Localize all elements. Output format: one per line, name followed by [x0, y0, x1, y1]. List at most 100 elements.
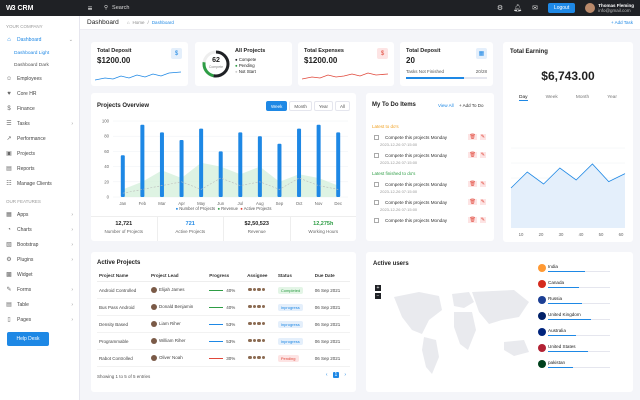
sidebar-item-plugins[interactable]: ⚙ Plugins › [0, 252, 79, 267]
sidebar-item-performance[interactable]: ↗ Performance [0, 131, 79, 146]
sidebar-item-apps[interactable]: ▦ Apps › [0, 207, 79, 222]
lead-name: Oliver Noah [158, 355, 183, 361]
country-bar [548, 302, 610, 305]
assignee-cell [245, 332, 276, 350]
x-tick-label: Sep [276, 201, 284, 206]
search-box[interactable]: ⚲ Search [104, 5, 129, 11]
project-name: Bus Pass Android [97, 298, 149, 316]
home-icon: ⌂ [7, 36, 11, 43]
prev-page-icon[interactable]: ‹ [325, 372, 328, 378]
sidebar-item-bootstrap[interactable]: ▧ Bootstrap › [0, 237, 79, 252]
sidebar-item-core-hr[interactable]: ♥ Core HR [0, 86, 79, 101]
tab-day[interactable]: Day [519, 95, 528, 101]
add-todo-button[interactable]: + Add To Do [459, 103, 484, 108]
sidebar-item-label: Table [17, 301, 29, 308]
tab-month[interactable]: Month [575, 95, 590, 100]
todo-item[interactable]: Compete this projects Monday 🗑︎ ✎ [366, 150, 494, 160]
breadcrumb-home[interactable]: Home [132, 20, 145, 25]
delete-icon[interactable]: 🗑︎ [468, 217, 477, 223]
avatar [260, 286, 267, 293]
table-row[interactable]: Density Based Liam Riher 53% Inprogress 06 S… [97, 315, 350, 333]
table-row[interactable]: Programmable William Riher 53% Inprogress 06… [97, 332, 350, 350]
todo-item[interactable]: Compete this projects Monday 🗑︎ ✎ [366, 215, 494, 225]
country-row: India [526, 260, 633, 276]
sidebar-item-tasks[interactable]: ☰ Tasks › [0, 116, 79, 131]
sidebar-item-charts[interactable]: ◔ Charts › [0, 222, 79, 237]
delete-icon[interactable]: 🗑︎ [468, 181, 477, 187]
flag-icon [538, 328, 546, 336]
settings-icon[interactable]: ⚙ [496, 5, 504, 12]
card-value: 20 [406, 56, 415, 65]
bar-apr [179, 140, 184, 197]
checkbox[interactable] [374, 134, 379, 140]
project-lead: Oliver Noah [148, 349, 208, 367]
todo-item[interactable]: Compete this projects Monday 🗑︎ ✎ [366, 197, 494, 207]
table-row[interactable]: Bus Pass Android Donald Benjamin 40% Inprog… [97, 298, 350, 316]
country-row: Australia [526, 324, 633, 340]
sidebar-item-finance[interactable]: $ Finance [0, 101, 79, 116]
sidebar-item-projects[interactable]: ▣ Projects [0, 146, 79, 161]
zoom-out-button[interactable]: − [375, 293, 381, 299]
delete-icon[interactable]: 🗑︎ [468, 134, 477, 140]
delete-icon[interactable]: 🗑︎ [468, 199, 477, 205]
checkbox[interactable] [374, 199, 379, 205]
nav-icon: ▤ [6, 166, 12, 172]
table-row[interactable]: Android Controlled Elijah James 40% Complet… [97, 281, 350, 299]
edit-icon[interactable]: ✎ [479, 181, 486, 187]
notification-icon[interactable]: 🔔︎ [513, 5, 523, 12]
x-tick-label: 40 [579, 232, 584, 237]
tab-week[interactable]: Week [545, 95, 558, 100]
edit-icon[interactable]: ✎ [479, 152, 486, 158]
edit-icon[interactable]: ✎ [479, 199, 486, 205]
page-number[interactable]: 1 [332, 372, 340, 378]
progress-value: 53% [226, 338, 236, 344]
bar-mar [159, 132, 164, 197]
progress-bar [209, 306, 224, 309]
help-desk-button[interactable]: Help Desk [7, 332, 49, 346]
tab-month[interactable]: Month [289, 101, 312, 111]
summary-label: Number of Projects [104, 229, 143, 234]
sidebar-item-reports[interactable]: ▤ Reports [0, 161, 79, 176]
logout-button[interactable]: Logout [547, 3, 576, 13]
sidebar-item-employees[interactable]: ☺ Employees [0, 71, 79, 86]
add-task-button[interactable]: + Add Task [610, 20, 633, 25]
sidebar-item-table[interactable]: ▤ Table › [0, 297, 79, 312]
checkbox[interactable] [374, 181, 379, 187]
tab-year[interactable]: Year [313, 101, 333, 111]
checkbox[interactable] [374, 217, 379, 223]
todo-item[interactable]: Compete this projects Monday 🗑︎ ✎ [366, 132, 494, 142]
logo[interactable]: W3 CRM [0, 5, 80, 12]
sidebar-item-widget[interactable]: ▩ Widget [0, 267, 79, 282]
view-all-link[interactable]: View All [438, 103, 454, 108]
sidebar-sub-dashboard-light[interactable]: Dashboard Light [0, 47, 79, 59]
todo-text: Compete this projects Monday [385, 152, 448, 158]
sidebar-item-pages[interactable]: ▯ Pages › [0, 312, 79, 327]
todo-item[interactable]: Compete this projects Monday 🗑︎ ✎ [366, 179, 494, 189]
next-page-icon[interactable]: › [344, 372, 346, 378]
sidebar-item-manage-clients[interactable]: ☷ Manage Clients [0, 176, 79, 191]
user-menu[interactable]: Thomas Fleming info@gmail.com [585, 3, 634, 14]
edit-icon[interactable]: ✎ [479, 134, 486, 140]
feature-icon: ▧ [6, 242, 12, 248]
delete-icon[interactable]: 🗑︎ [468, 152, 477, 158]
checkbox[interactable] [374, 152, 379, 158]
zoom-in-button[interactable]: + [375, 285, 381, 291]
deposit-sparkline [95, 71, 181, 81]
table-row[interactable]: Rabot Controlled Oliver Noah 30% Pending 06 … [97, 349, 350, 367]
bar-jun [218, 151, 223, 197]
sidebar-item-dashboard[interactable]: ⌂ Dashboard ⌄ [0, 32, 79, 47]
status-badge: Pending [277, 354, 299, 362]
total-deposit-card: Total Deposit $1200.00 $ [91, 42, 188, 86]
menu-icon[interactable]: ≡ [87, 3, 93, 13]
dollar-icon: $ [171, 48, 182, 59]
all-projects-card: 62 Compete All Projects ● Compete ● Pend… [195, 42, 292, 86]
flag-icon [538, 344, 546, 352]
home-icon: ⌂ [126, 20, 130, 25]
message-icon[interactable]: ✉ [532, 5, 538, 12]
tab-year[interactable]: Year [607, 95, 617, 100]
sidebar-sub-dashboard-dark[interactable]: Dashboard Dark [0, 59, 79, 71]
sidebar-item-forms[interactable]: ✎ Forms › [0, 282, 79, 297]
edit-icon[interactable]: ✎ [479, 217, 486, 223]
tab-all[interactable]: All [334, 101, 350, 111]
tab-week[interactable]: Week [265, 101, 288, 111]
